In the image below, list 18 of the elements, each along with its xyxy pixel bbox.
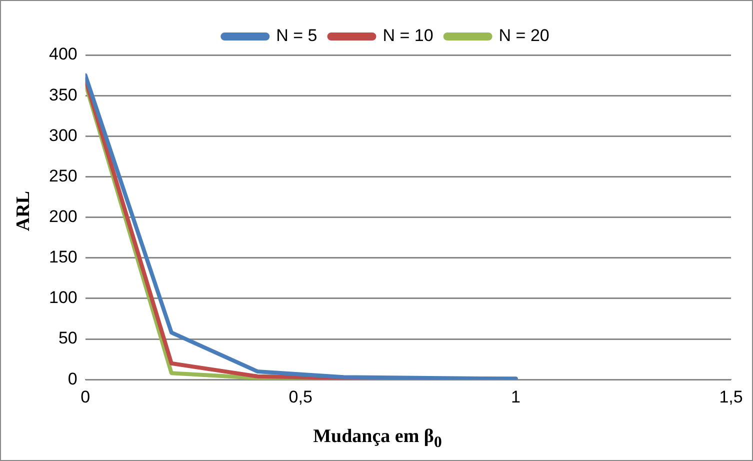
y-tick-label: 200 xyxy=(48,206,78,226)
y-tick-label: 100 xyxy=(48,288,78,308)
y-tick-label: 350 xyxy=(48,85,78,104)
y-tick-label: 300 xyxy=(48,126,78,145)
x-tick-label: 0 xyxy=(80,387,90,406)
legend-label: N = 10 xyxy=(382,26,434,46)
legend-label: N = 20 xyxy=(498,26,550,46)
y-tick-label: 50 xyxy=(58,328,78,348)
x-tick-label: 1,5 xyxy=(719,387,743,406)
y-tick-label: 250 xyxy=(48,166,78,186)
y-axis-title: ARL xyxy=(13,190,35,232)
legend-label: N = 5 xyxy=(276,26,318,46)
x-tick-label: 1 xyxy=(511,387,521,406)
x-axis-title: Mudança em β$_{0}$ xyxy=(312,426,443,452)
y-tick-label: 400 xyxy=(48,44,78,64)
x-tick-label: 0,5 xyxy=(288,387,312,406)
y-tick-label: 0 xyxy=(68,369,78,388)
y-tick-label: 150 xyxy=(48,248,78,267)
